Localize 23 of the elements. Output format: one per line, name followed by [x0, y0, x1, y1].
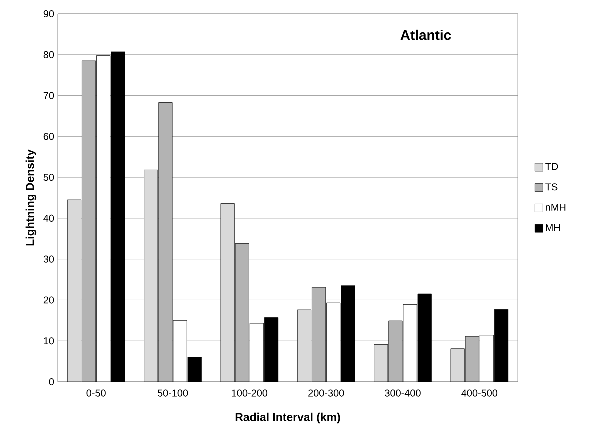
y-tick-label: 50 — [44, 174, 54, 182]
x-tick-label: 100-200 — [232, 390, 268, 397]
y-tick-label: 40 — [44, 214, 54, 222]
y-tick-label: 20 — [44, 296, 54, 304]
y-tick-label: 10 — [44, 338, 54, 345]
x-tick-label: 50-100 — [158, 390, 188, 397]
legend-label: MH — [546, 224, 560, 232]
legend-label: nMH — [546, 204, 566, 211]
y-tick-label: 30 — [44, 256, 54, 263]
x-tick-label: 400-500 — [462, 390, 498, 397]
legend-label: TS — [546, 184, 558, 191]
x-tick-label: 300-400 — [385, 390, 421, 397]
legend-label: TD — [546, 163, 558, 170]
x-tick-label: 0-50 — [86, 390, 106, 397]
y-tick-label: 70 — [44, 92, 54, 100]
y-tick-label: 90 — [44, 10, 54, 18]
y-tick-label: 0 — [49, 378, 54, 386]
x-axis-title: Radial Interval (km) — [236, 412, 340, 424]
y-tick-label: 60 — [44, 133, 54, 140]
y-axis-title: Lightning Density — [26, 150, 37, 246]
x-tick-label: 200-300 — [308, 390, 344, 397]
y-tick-label: 80 — [44, 51, 54, 58]
text: Atlantic — [400, 30, 452, 40]
